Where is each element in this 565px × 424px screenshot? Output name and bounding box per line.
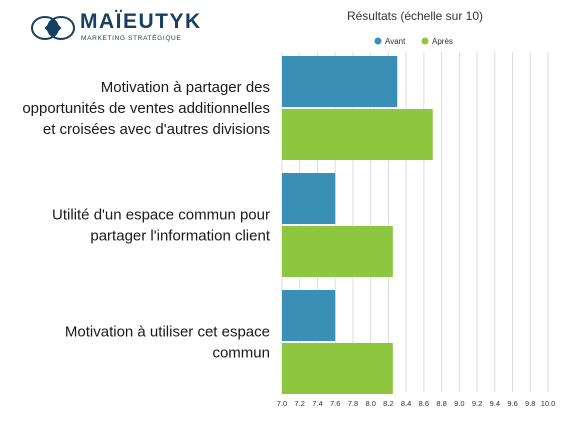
- x-tick-label: 7.4: [312, 399, 322, 408]
- x-tick-label: 8.0: [365, 399, 375, 408]
- category-label: et croisées avec d'autres divisions: [43, 121, 270, 138]
- x-tick-label: 9.0: [454, 399, 464, 408]
- brand-logo: MAÏEUTYK MARKETING STRATÉGIQUE: [30, 10, 200, 46]
- legend-swatch: [421, 37, 429, 45]
- x-tick-label: 8.2: [383, 399, 393, 408]
- chart-title: Résultats (échelle sur 10): [347, 9, 483, 23]
- x-tick-label: 9.8: [525, 399, 535, 408]
- x-tick-label: 9.4: [490, 399, 500, 408]
- x-tick-label: 7.2: [295, 399, 305, 408]
- bar-aprs-2: [282, 343, 393, 394]
- category-label: commun: [212, 345, 270, 362]
- x-tick-label: 10.0: [541, 399, 556, 408]
- x-tick-label: 8.6: [419, 399, 429, 408]
- category-label: opportunités de ventes additionnelles: [22, 100, 270, 117]
- bar-aprs-1: [282, 226, 393, 277]
- x-tick-label: 7.8: [348, 399, 358, 408]
- category-label: Motivation à utiliser cet espace: [65, 324, 270, 341]
- bar-avant-1: [282, 173, 336, 224]
- bar-avant-0: [282, 56, 398, 107]
- category-label: Motivation à partager des: [101, 79, 270, 96]
- category-label: Utilité d'un espace commun pour: [52, 207, 270, 224]
- x-axis-ticks: 7.0 7.2 7.4 7.6 7.8 8.0 8.2 8.4 8.6 8.8 9.0 9.2 9.4 9…: [277, 399, 556, 408]
- logo-mark-icon: [31, 16, 75, 40]
- logo-name: MAÏEUTYK: [80, 10, 202, 33]
- x-tick-label: 7.0: [277, 399, 287, 408]
- bar-aprs-0: [282, 109, 433, 160]
- x-tick-label: 9.6: [507, 399, 517, 408]
- category-labels: Motivation à partager des opportunités de…: [22, 79, 271, 362]
- x-tick-label: 8.4: [401, 399, 411, 408]
- chart-bars: [282, 56, 433, 394]
- x-tick-label: 9.2: [472, 399, 482, 408]
- legend-label: Après: [432, 37, 453, 46]
- logo-tagline: MARKETING STRATÉGIQUE: [81, 35, 182, 42]
- x-tick-label: 7.6: [330, 399, 340, 408]
- bar-avant-2: [282, 290, 336, 341]
- x-tick-label: 8.8: [436, 399, 446, 408]
- chart-legend: Avant Après: [374, 37, 453, 46]
- category-label: partager l'information client: [90, 228, 270, 245]
- legend-label: Avant: [385, 37, 406, 46]
- legend-swatch: [374, 37, 382, 45]
